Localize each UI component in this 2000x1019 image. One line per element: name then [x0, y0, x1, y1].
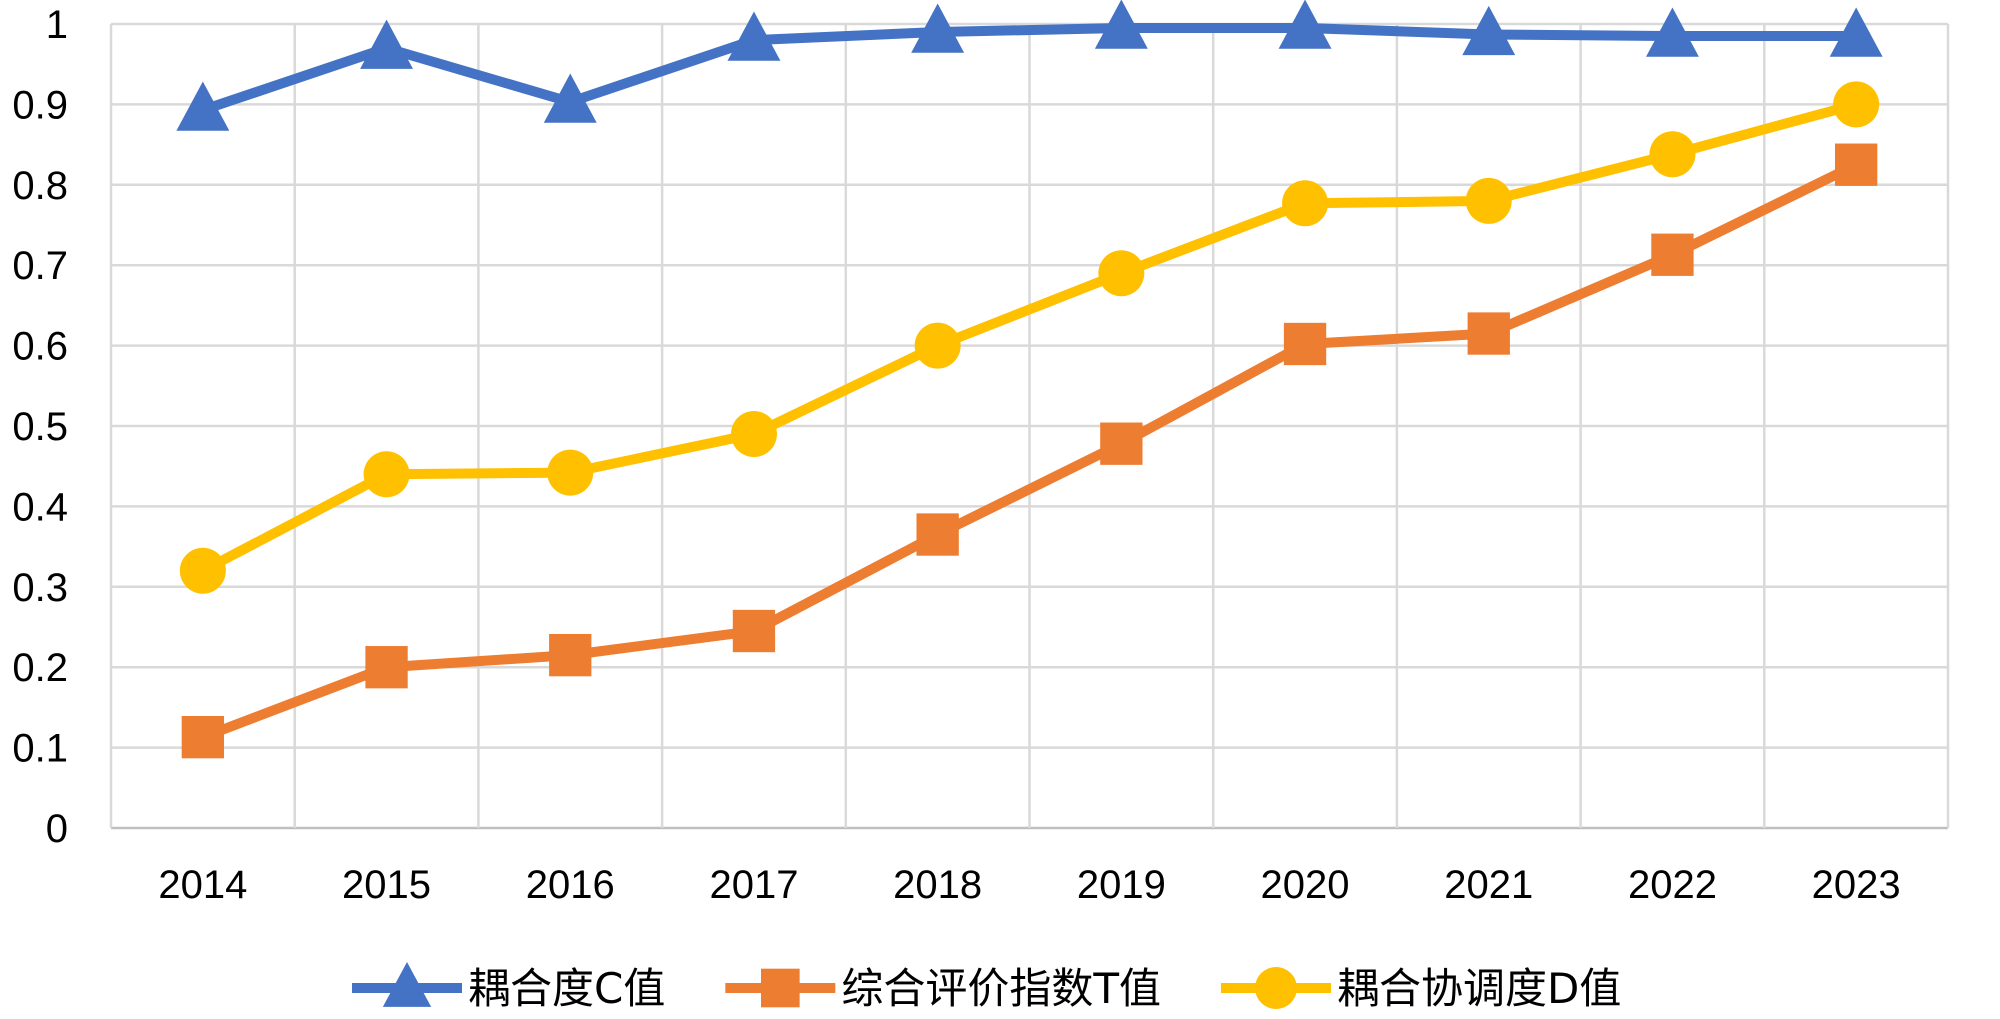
data-point-circle: [363, 451, 410, 498]
data-point-square: [1100, 422, 1143, 465]
data-point-circle: [1649, 131, 1696, 178]
x-tick-label: 2023: [1812, 863, 1901, 907]
data-point-triangle: [360, 19, 413, 69]
data-point-square: [1283, 322, 1327, 366]
data-point-circle: [1465, 177, 1512, 224]
series-line: [197, 159, 1862, 743]
data-point-circle: [1833, 81, 1880, 128]
data-point-circle: [547, 449, 594, 496]
legend-label: 耦合协调度D值: [1337, 964, 1621, 1013]
x-axis-tick-labels: 2014 2015 2016 2017 2018 2019 2020 2021 2022 2023: [158, 863, 1900, 907]
legend: 耦合度C值 综合评价指数T值 耦合协调度D值: [352, 961, 1621, 1013]
y-tick-label: 0.2: [12, 646, 68, 690]
data-point-triangle: [727, 11, 781, 61]
x-tick-label: 2014: [158, 863, 247, 907]
data-point-triangle: [911, 3, 965, 53]
data-point-triangle: [1278, 0, 1332, 49]
series-square: [181, 143, 1878, 759]
y-tick-label: 0: [46, 807, 68, 851]
data-point-triangle: [1462, 5, 1516, 56]
y-tick-label: 0.9: [12, 83, 68, 127]
y-axis-tick-labels: 0 0.1 0.2 0.3 0.4 0.5 0.6 0.7 0.8 0.9 1: [12, 3, 68, 851]
x-tick-label: 2018: [893, 863, 982, 907]
x-tick-label: 2022: [1628, 863, 1717, 907]
data-point-triangle: [543, 73, 597, 123]
series-line: [197, 99, 1862, 576]
data-point-square: [181, 715, 225, 759]
data-point-circle: [1282, 180, 1329, 227]
series-line: [197, 23, 1862, 116]
y-tick-label: 0.6: [12, 325, 68, 369]
series-group: [176, 0, 1883, 759]
legend-marker-square: [761, 968, 800, 1008]
data-point-square: [732, 609, 776, 653]
data-point-triangle: [1646, 7, 1699, 57]
x-tick-label: 2015: [342, 863, 431, 907]
data-point-square: [365, 646, 408, 689]
data-point-circle: [1098, 250, 1145, 297]
legend-marker-circle: [1254, 967, 1297, 1009]
y-tick-label: 0.4: [12, 485, 68, 529]
series-circle: [179, 81, 1880, 594]
x-tick-label: 2021: [1444, 863, 1533, 907]
legend-label: 耦合度C值: [468, 964, 665, 1013]
y-tick-label: 0.3: [12, 566, 68, 610]
x-tick-label: 2017: [709, 863, 798, 907]
legend-item: 耦合度C值: [352, 961, 665, 1013]
y-tick-label: 0.1: [12, 727, 68, 771]
x-tick-label: 2016: [526, 863, 615, 907]
legend-label: 综合评价指数T值: [841, 964, 1161, 1013]
legend-item: 综合评价指数T值: [725, 964, 1161, 1013]
series-triangle: [176, 0, 1883, 131]
y-tick-label: 0.7: [12, 244, 68, 288]
legend-marker-triangle: [382, 961, 432, 1007]
data-point-square: [549, 633, 592, 677]
data-point-triangle: [1829, 7, 1883, 57]
y-tick-label: 1: [46, 3, 68, 47]
y-tick-label: 0.8: [12, 164, 68, 208]
data-point-square: [1834, 143, 1878, 186]
x-tick-label: 2019: [1077, 863, 1166, 907]
legend-item: 耦合协调度D值: [1220, 964, 1621, 1013]
data-point-square: [1467, 312, 1510, 355]
data-point-circle: [730, 411, 777, 458]
gridlines: [109, 22, 1950, 830]
data-point-square: [1651, 233, 1694, 276]
data-point-circle: [179, 547, 226, 594]
data-point-triangle: [1094, 0, 1148, 49]
data-point-triangle: [176, 81, 230, 131]
y-tick-label: 0.5: [12, 405, 68, 449]
data-point-square: [916, 513, 959, 556]
x-tick-label: 2020: [1261, 863, 1350, 907]
data-point-circle: [914, 322, 961, 369]
